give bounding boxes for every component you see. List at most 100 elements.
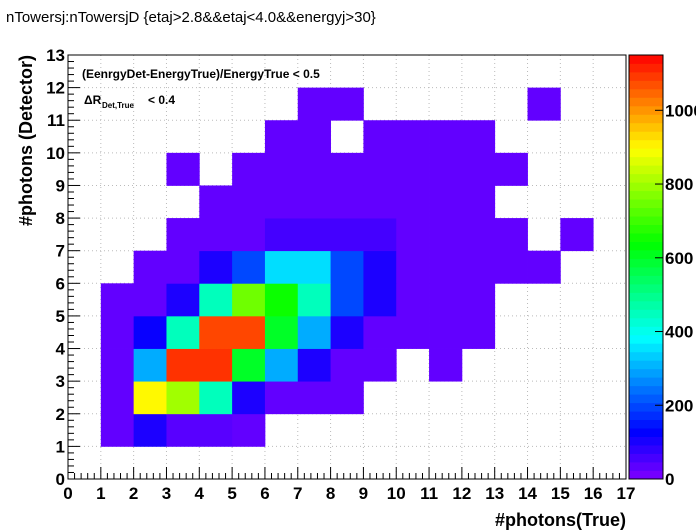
heatmap-cell	[199, 315, 233, 349]
heatmap-cell	[429, 185, 463, 219]
x-tick-label: 14	[518, 484, 537, 503]
heatmap-cell	[494, 218, 528, 252]
heatmap-cell	[363, 315, 397, 349]
palette-swatch	[629, 122, 663, 132]
x-tick-label: 6	[260, 484, 269, 503]
heatmap-cell	[232, 413, 266, 447]
palette-swatch	[629, 360, 663, 370]
heatmap-cell	[461, 283, 496, 317]
heatmap-cell	[232, 315, 266, 349]
axis-ticks	[67, 54, 627, 480]
y-tick-label: 1	[56, 437, 65, 456]
heatmap-cell	[494, 250, 528, 284]
heatmap-cell	[199, 218, 233, 252]
palette-swatch	[629, 148, 663, 158]
heatmap-cell	[264, 283, 299, 317]
heatmap-cells	[100, 87, 594, 447]
palette-swatch	[629, 267, 663, 276]
palette-swatch	[629, 351, 663, 361]
heatmap-cell	[461, 185, 496, 219]
heatmap-cell	[330, 250, 364, 284]
x-tick-label: 12	[452, 484, 471, 503]
heatmap-cell	[264, 152, 299, 186]
heatmap-cell	[396, 185, 430, 219]
heatmap-cell	[429, 152, 463, 186]
heatmap-cell	[297, 250, 331, 284]
palette-swatch	[629, 309, 663, 319]
heatmap-cell	[461, 152, 496, 186]
heatmap-cell	[100, 348, 135, 382]
heatmap-cell	[461, 250, 496, 284]
x-tick-label: 17	[617, 484, 636, 503]
y-tick-label: 4	[56, 340, 66, 359]
heatmap-cell	[297, 348, 331, 382]
heatmap-cell	[527, 87, 561, 121]
palette-swatch	[629, 462, 663, 471]
heatmap-cell	[396, 120, 430, 154]
heatmap-cell	[166, 250, 200, 284]
heatmap-cell	[363, 283, 397, 317]
heatmap-cell	[133, 250, 167, 284]
heatmap-cell	[199, 250, 233, 284]
y-tick-label: 8	[56, 209, 65, 228]
y-tick-label: 7	[56, 242, 65, 261]
annotation-dr-prefix: ΔR	[84, 93, 102, 107]
palette-swatch	[629, 139, 663, 149]
y-tick-label: 11	[47, 111, 65, 130]
heatmap-cell	[264, 250, 299, 284]
palette-swatch	[629, 334, 663, 344]
heatmap-cell	[363, 152, 397, 186]
x-tick-label: 10	[387, 484, 406, 503]
palette-swatch	[629, 317, 663, 327]
palette-swatch	[629, 411, 663, 421]
palette-swatch	[629, 233, 663, 242]
heatmap-cell	[560, 218, 594, 252]
y-tick-label: 5	[56, 307, 65, 326]
heatmap-cell	[199, 381, 233, 415]
heatmap-cell	[330, 152, 364, 186]
heatmap-cell	[297, 381, 331, 415]
heatmap-cell	[396, 152, 430, 186]
palette-swatch	[629, 182, 663, 192]
palette-tick-label: 400	[665, 323, 693, 342]
heatmap-cell	[396, 218, 430, 252]
palette-swatch	[629, 199, 663, 209]
palette-swatch	[629, 207, 663, 217]
heatmap-cell	[330, 348, 364, 382]
heatmap-cell	[100, 283, 135, 317]
heatmap-cell	[494, 152, 528, 186]
heatmap-cell	[429, 250, 463, 284]
heatmap-cell	[199, 413, 233, 447]
palette-swatch	[629, 326, 663, 336]
palette-tick-label: 600	[665, 249, 693, 268]
heatmap-cell	[429, 315, 463, 349]
heatmap-cell	[429, 283, 463, 317]
heatmap-cell	[461, 218, 496, 252]
heatmap-cell	[166, 348, 200, 382]
heatmap-cell	[330, 218, 364, 252]
heatmap-cell	[232, 218, 266, 252]
palette-swatch	[629, 385, 663, 395]
heatmap-cell	[297, 87, 331, 121]
heatmap-cell	[264, 218, 299, 252]
palette-swatch	[629, 275, 663, 285]
heatmap-cell	[100, 381, 135, 415]
y-tick-label: 6	[56, 274, 65, 293]
heatmap-cell	[133, 348, 167, 382]
heatmap-cell	[363, 120, 397, 154]
palette-swatch	[629, 156, 663, 166]
heatmap-cell	[232, 250, 266, 284]
heatmap-cell	[429, 218, 463, 252]
heatmap-cell	[429, 120, 463, 154]
x-tick-label: 8	[326, 484, 335, 503]
annotation-energy-cut: (EenrgyDet-EnergyTrue)/EnergyTrue < 0.5	[82, 67, 320, 81]
heatmap-cell	[166, 152, 200, 186]
y-tick-label: 3	[56, 372, 65, 391]
x-tick-labels: 0 1 2 3 4 5 6 7 8 9 10 11 12 13 14 15 16 17	[63, 484, 635, 503]
heatmap-cell	[100, 315, 135, 349]
x-tick-label: 13	[485, 484, 504, 503]
heatmap-cell	[264, 381, 299, 415]
palette-swatch	[629, 470, 663, 480]
